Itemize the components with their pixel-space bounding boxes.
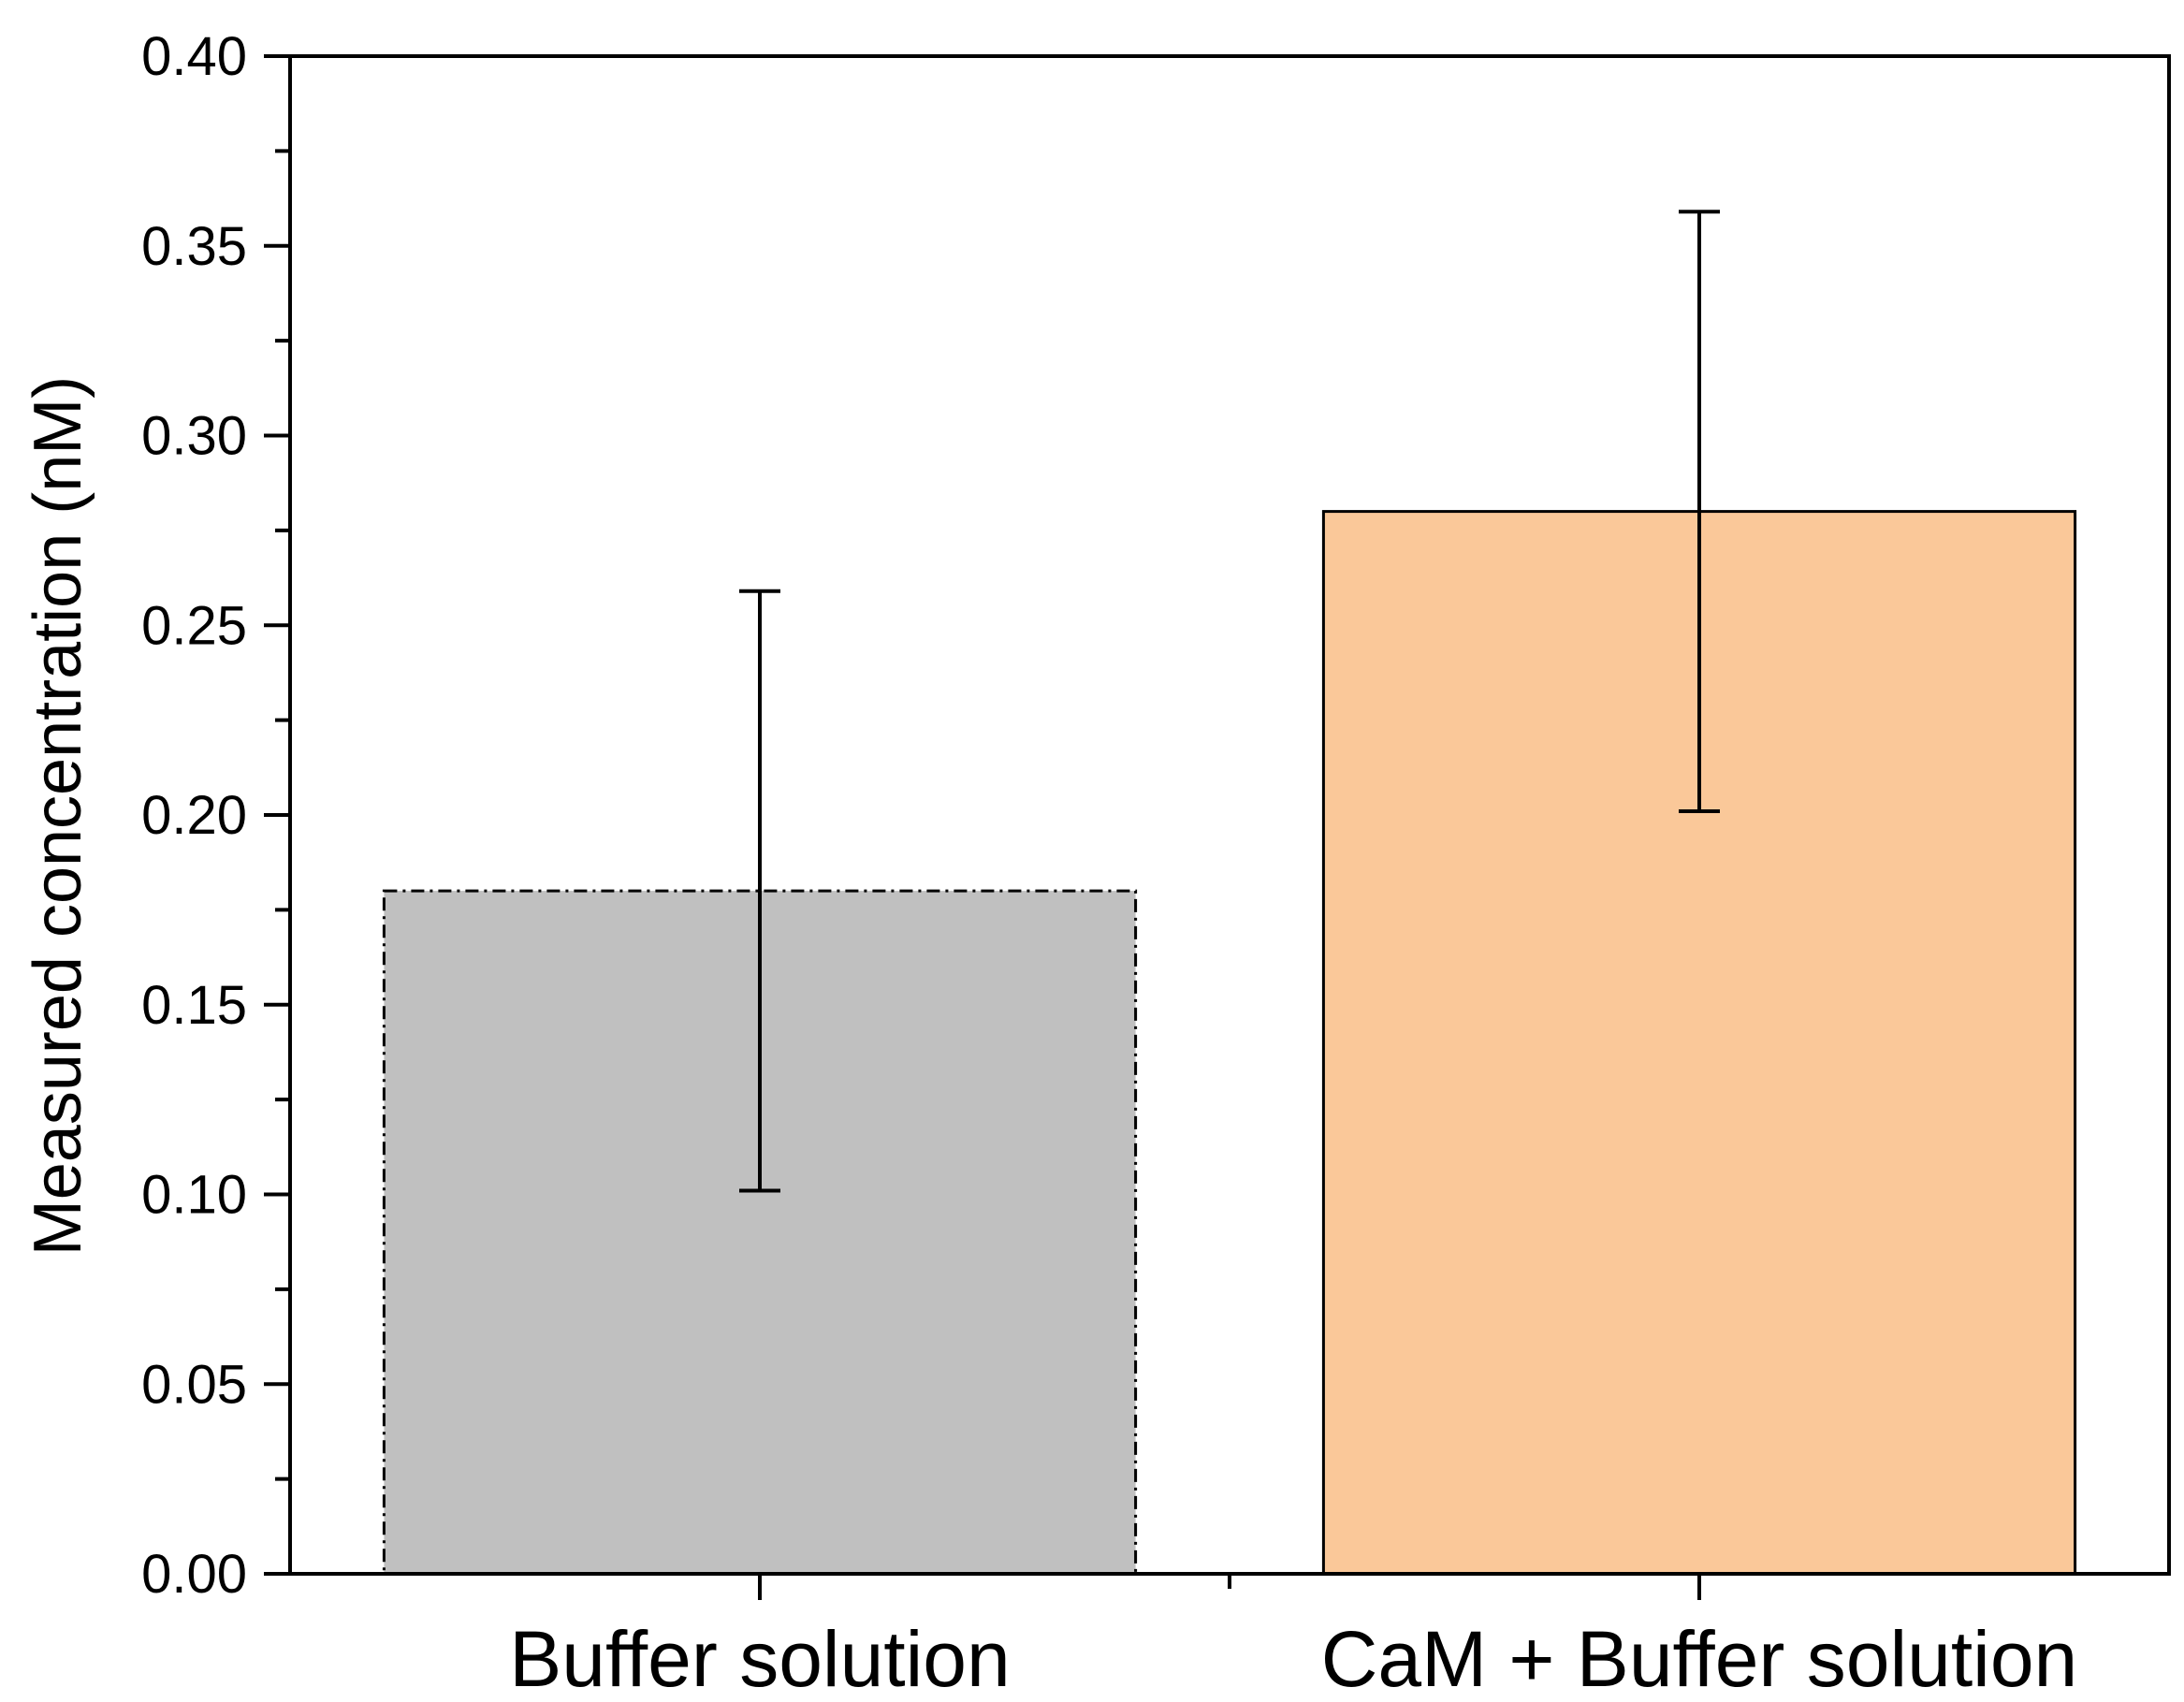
y-tick-label: 0.00 xyxy=(141,1544,247,1605)
labels-layer: Buffer solution CaM + Buffer solution 0.00… xyxy=(141,26,2077,1702)
y-tick-label: 0.40 xyxy=(141,26,247,87)
y-axis-title: Measured concentration (nM) xyxy=(21,376,95,1256)
y-tick-label: 0.35 xyxy=(141,216,247,277)
error-bar-2 xyxy=(1679,210,1720,813)
y-tick-label: 0.10 xyxy=(141,1165,247,1226)
bars-layer xyxy=(382,510,2077,1576)
y-tick-label: 0.15 xyxy=(141,975,247,1036)
error-bars-layer xyxy=(739,210,1720,1193)
y-tick-label: 0.30 xyxy=(141,406,247,467)
axes-layer xyxy=(264,54,2171,1600)
error-bar-1 xyxy=(739,589,780,1193)
x-tick-label-1: Buffer solution xyxy=(509,1615,1010,1702)
y-tick-label: 0.25 xyxy=(141,595,247,656)
x-tick-label-2: CaM + Buffer solution xyxy=(1321,1615,2078,1702)
y-tick-label: 0.05 xyxy=(141,1354,247,1415)
y-tick-label: 0.20 xyxy=(141,785,247,846)
